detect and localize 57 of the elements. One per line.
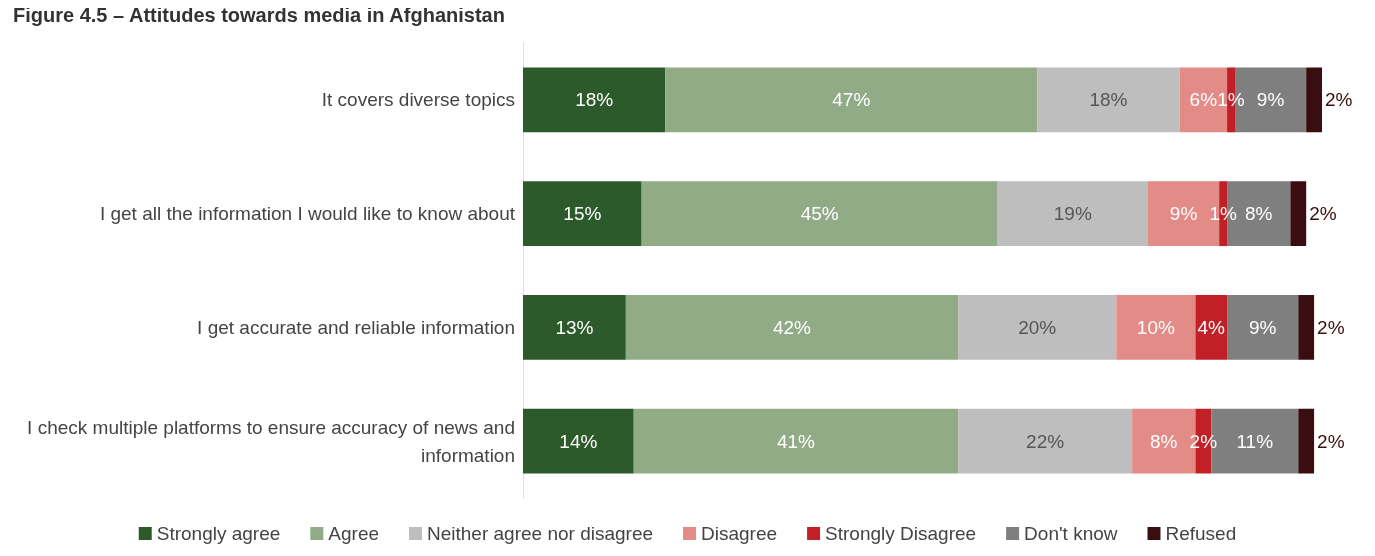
y-tick-label: I get accurate and reliable information bbox=[197, 316, 515, 338]
bar bbox=[633, 408, 959, 474]
data-label: 20% bbox=[1018, 316, 1057, 338]
data-label: 22% bbox=[1026, 430, 1065, 452]
data-label: 2% bbox=[1317, 430, 1345, 452]
bar bbox=[1298, 294, 1315, 360]
data-label: 2% bbox=[1325, 89, 1353, 111]
bar bbox=[1290, 181, 1307, 247]
data-label: 19% bbox=[1053, 203, 1092, 225]
legend-label: Refused bbox=[1165, 523, 1237, 544]
data-label: 4% bbox=[1197, 316, 1226, 338]
bar bbox=[958, 294, 1117, 360]
data-label: 42% bbox=[772, 316, 812, 338]
bar bbox=[1227, 294, 1299, 360]
data-label: 6% bbox=[1189, 89, 1218, 111]
y-tick-label: I check multiple platforms to ensure accuracy of news and information bbox=[27, 416, 515, 466]
data-label: 47% bbox=[832, 89, 871, 111]
data-label: 8% bbox=[1150, 430, 1178, 452]
y-tick-label: I get all the information I would like to know about bbox=[99, 203, 516, 225]
legend-label: Disagree bbox=[701, 523, 778, 544]
data-label: 13% bbox=[555, 316, 594, 338]
bar bbox=[523, 67, 666, 133]
legend-label: Strongly agree bbox=[156, 523, 281, 544]
data-label: 2% bbox=[1189, 430, 1218, 452]
bar bbox=[1306, 67, 1322, 133]
data-label: 11% bbox=[1236, 430, 1274, 452]
bar bbox=[523, 294, 626, 360]
bar bbox=[1195, 294, 1228, 360]
legend-label: Neither agree nor disagree bbox=[427, 523, 654, 544]
bar bbox=[1037, 67, 1180, 133]
data-label: 10% bbox=[1136, 316, 1175, 338]
data-label: 15% bbox=[563, 203, 602, 225]
data-label: 45% bbox=[800, 203, 839, 225]
data-label: 9% bbox=[1256, 89, 1285, 111]
data-label: 8% bbox=[1244, 203, 1273, 225]
bar bbox=[523, 181, 642, 247]
bar bbox=[958, 408, 1133, 474]
legend-label: Don't know bbox=[1024, 523, 1118, 544]
data-label: 18% bbox=[575, 89, 614, 111]
data-label: 2% bbox=[1317, 316, 1345, 338]
data-label: 18% bbox=[1089, 89, 1128, 111]
bar bbox=[523, 408, 634, 474]
bar bbox=[625, 294, 959, 360]
y-tick-label: It covers diverse topics bbox=[321, 89, 515, 111]
bar bbox=[1116, 294, 1196, 360]
bar bbox=[641, 181, 998, 247]
bar bbox=[665, 67, 1038, 133]
data-label: 2% bbox=[1309, 203, 1337, 225]
data-label: 9% bbox=[1248, 316, 1277, 338]
legend-label: Strongly Disagree bbox=[825, 523, 977, 544]
bar bbox=[1298, 408, 1315, 474]
bar bbox=[997, 181, 1148, 247]
legend-label: Agree bbox=[328, 523, 380, 544]
data-label: 14% bbox=[559, 430, 598, 452]
data-label: 41% bbox=[776, 430, 816, 452]
data-label: 9% bbox=[1169, 203, 1198, 225]
text: Figure 4.5 – Attitudes towards media in Afghanistan bbox=[13, 4, 505, 26]
